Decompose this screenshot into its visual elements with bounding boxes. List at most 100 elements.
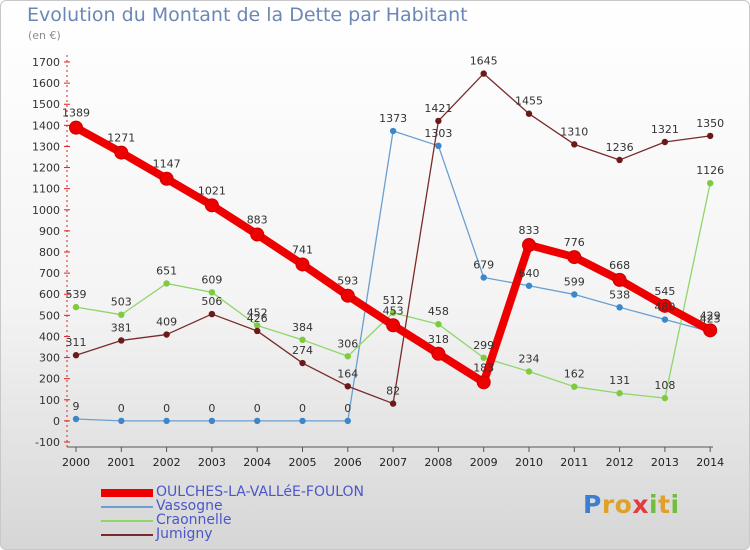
series-point bbox=[389, 400, 397, 407]
y-tick-label: 400 bbox=[39, 330, 60, 343]
data-label: 503 bbox=[111, 296, 132, 309]
data-label: 162 bbox=[564, 368, 585, 381]
data-label: 1126 bbox=[696, 164, 724, 177]
series-point bbox=[476, 375, 491, 390]
data-label: 0 bbox=[208, 402, 215, 415]
x-tick-label: 2011 bbox=[560, 456, 588, 469]
y-tick-label: 1700 bbox=[32, 56, 60, 69]
data-label: 1389 bbox=[62, 107, 90, 120]
y-tick-label: 100 bbox=[39, 394, 60, 407]
data-label: 545 bbox=[654, 285, 675, 298]
data-label: 776 bbox=[564, 236, 585, 249]
chart-title: Evolution du Montant de la Dette par Hab… bbox=[27, 4, 468, 26]
series-point bbox=[299, 417, 306, 425]
data-label: 1350 bbox=[696, 117, 724, 130]
x-tick-label: 2008 bbox=[424, 456, 452, 469]
series-point bbox=[661, 394, 669, 402]
series-point bbox=[480, 354, 487, 361]
y-tick-label: 1600 bbox=[32, 77, 60, 90]
data-label: 234 bbox=[519, 352, 540, 365]
series-point bbox=[72, 303, 80, 311]
data-label: 426 bbox=[247, 312, 268, 325]
data-label: 1021 bbox=[198, 184, 226, 197]
series-point bbox=[208, 310, 216, 318]
data-label: 1455 bbox=[515, 95, 543, 108]
x-tick-label: 2012 bbox=[606, 456, 634, 469]
series-point bbox=[344, 353, 351, 360]
series-point bbox=[525, 110, 533, 117]
data-label: 609 bbox=[201, 273, 222, 286]
series-point bbox=[208, 289, 216, 296]
series-point bbox=[525, 282, 533, 289]
y-tick-label: 200 bbox=[39, 373, 60, 386]
data-label: 538 bbox=[609, 288, 630, 301]
series-point bbox=[159, 171, 174, 186]
series-layer bbox=[69, 70, 718, 425]
legend-swatch bbox=[101, 534, 153, 536]
y-tick-label: -100 bbox=[35, 436, 60, 449]
series-point bbox=[118, 417, 125, 425]
data-label: 311 bbox=[66, 336, 87, 349]
data-label: 458 bbox=[428, 305, 449, 318]
logo-letter: i bbox=[670, 490, 680, 519]
y-tick-label: 600 bbox=[39, 288, 60, 301]
series-point bbox=[250, 227, 265, 242]
data-label: 1147 bbox=[153, 158, 181, 171]
y-tick-label: 1400 bbox=[32, 119, 60, 132]
series-point bbox=[703, 323, 718, 338]
series-point bbox=[571, 291, 578, 298]
y-tick-label: 0 bbox=[53, 415, 60, 428]
logo-letter: P bbox=[583, 490, 602, 519]
data-label: 0 bbox=[118, 402, 125, 415]
x-tick-label: 2013 bbox=[651, 456, 679, 469]
x-tick-label: 2002 bbox=[153, 456, 181, 469]
series-point bbox=[389, 127, 397, 135]
chart-unit: (en €) bbox=[28, 29, 61, 42]
series-point bbox=[571, 141, 578, 148]
x-tick-label: 2009 bbox=[470, 456, 498, 469]
series-point bbox=[163, 331, 170, 338]
y-tick-label: 1100 bbox=[32, 183, 60, 196]
x-tick-label: 2003 bbox=[198, 456, 226, 469]
data-label: 599 bbox=[564, 275, 585, 288]
series-point bbox=[571, 383, 578, 390]
data-label: 1373 bbox=[379, 112, 407, 125]
series-point bbox=[612, 272, 627, 287]
series-point bbox=[525, 368, 533, 375]
series-point bbox=[344, 383, 351, 390]
series-point bbox=[118, 311, 125, 318]
data-label: 318 bbox=[428, 333, 449, 346]
data-label: 0 bbox=[163, 402, 170, 415]
series-point bbox=[254, 417, 261, 425]
series-point bbox=[522, 238, 536, 253]
legend-label: OULCHES-LA-VALLéE-FOULON bbox=[156, 484, 365, 500]
data-label: 1236 bbox=[606, 141, 634, 154]
series-point bbox=[299, 359, 306, 367]
series-point bbox=[480, 70, 487, 77]
legend-swatch bbox=[101, 489, 153, 497]
data-label: 1303 bbox=[424, 127, 452, 140]
series-point bbox=[386, 318, 401, 333]
series-point bbox=[435, 321, 442, 328]
data-label: 0 bbox=[299, 402, 306, 415]
series-point bbox=[295, 257, 310, 272]
series-point bbox=[118, 337, 125, 344]
series-point bbox=[435, 117, 442, 125]
legend-swatch bbox=[101, 506, 153, 508]
series-point bbox=[707, 179, 714, 187]
series-point bbox=[340, 288, 355, 303]
data-label: 429 bbox=[700, 309, 721, 322]
data-label: 0 bbox=[254, 402, 261, 415]
data-label: 108 bbox=[654, 379, 675, 392]
data-label: 539 bbox=[66, 288, 87, 301]
series-point bbox=[72, 415, 80, 423]
series-point bbox=[254, 322, 261, 329]
series-point bbox=[72, 352, 80, 359]
y-tick-label: 1000 bbox=[32, 204, 60, 217]
series-point bbox=[299, 336, 306, 344]
series-point bbox=[616, 390, 623, 397]
y-tick-label: 900 bbox=[39, 225, 60, 238]
series-point bbox=[657, 298, 672, 313]
data-label: 274 bbox=[292, 344, 313, 357]
